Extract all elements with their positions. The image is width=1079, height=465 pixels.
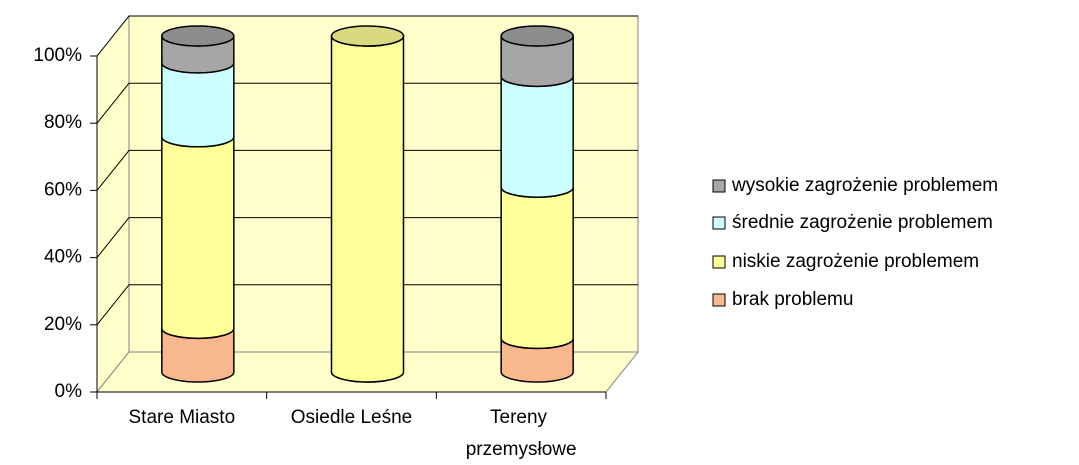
legend-swatch xyxy=(712,216,726,230)
legend-swatch xyxy=(712,255,726,269)
cylinder-top xyxy=(330,25,405,47)
y-tick-label: 40% xyxy=(44,247,82,268)
y-tick-label: 100% xyxy=(33,45,82,66)
x-tick-label: Stare Miasto xyxy=(129,407,236,428)
x-tick-label: Tereny przemysłowe xyxy=(466,407,577,460)
legend-label: brak problemu xyxy=(732,289,853,310)
x-tick-label: Osiedle Leśne xyxy=(291,407,412,428)
legend-label: średnie zagrożenie problemem xyxy=(732,212,993,233)
grid-line xyxy=(96,149,638,191)
y-tick-label: 0% xyxy=(55,381,83,402)
y-tick-label: 60% xyxy=(44,179,82,200)
y-tick-label: 80% xyxy=(44,112,82,133)
left-wall xyxy=(96,14,130,394)
legend-swatch xyxy=(712,293,726,307)
legend-label: wysokie zagrożenie problemem xyxy=(731,175,998,196)
y-tick-label: 20% xyxy=(44,314,82,335)
legend-label: niskie zagrożenie problemem xyxy=(732,251,979,272)
grid-line xyxy=(96,82,638,124)
legend-swatch xyxy=(712,179,726,193)
grid-line xyxy=(96,217,638,258)
cylinder-segment xyxy=(500,76,574,198)
cylinder-segment xyxy=(161,62,235,148)
cylinder-segment xyxy=(500,187,574,350)
cylinder-top xyxy=(500,25,574,47)
grid-line xyxy=(96,284,638,326)
grid-line xyxy=(96,15,638,57)
cylinder-top xyxy=(161,25,235,47)
cylinder-segment xyxy=(330,35,405,383)
cylinder-segment xyxy=(161,136,235,340)
